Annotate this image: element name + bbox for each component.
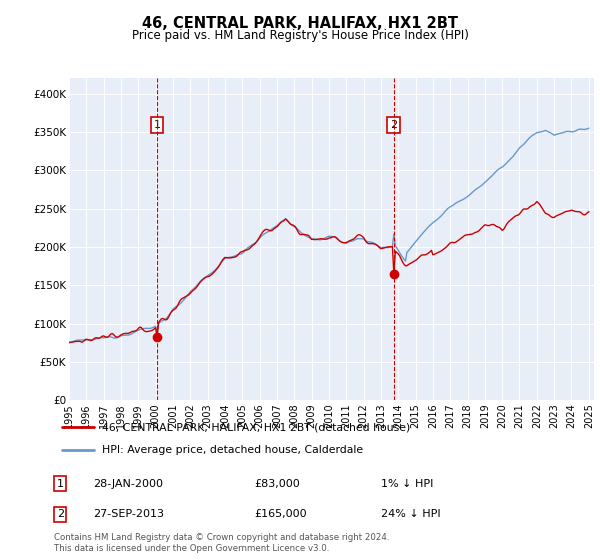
Text: 46, CENTRAL PARK, HALIFAX, HX1 2BT: 46, CENTRAL PARK, HALIFAX, HX1 2BT	[142, 16, 458, 31]
Text: Price paid vs. HM Land Registry's House Price Index (HPI): Price paid vs. HM Land Registry's House …	[131, 29, 469, 42]
Text: 24% ↓ HPI: 24% ↓ HPI	[382, 509, 441, 519]
Text: 46, CENTRAL PARK, HALIFAX, HX1 2BT (detached house): 46, CENTRAL PARK, HALIFAX, HX1 2BT (deta…	[101, 422, 410, 432]
Text: 2: 2	[390, 120, 397, 130]
Text: HPI: Average price, detached house, Calderdale: HPI: Average price, detached house, Cald…	[101, 445, 362, 455]
Text: £83,000: £83,000	[254, 479, 301, 489]
Text: 1: 1	[57, 479, 64, 489]
Text: 27-SEP-2013: 27-SEP-2013	[94, 509, 164, 519]
Text: 2: 2	[57, 509, 64, 519]
Text: £165,000: £165,000	[254, 509, 307, 519]
Text: 28-JAN-2000: 28-JAN-2000	[94, 479, 164, 489]
Text: 1: 1	[154, 120, 160, 130]
Text: 1% ↓ HPI: 1% ↓ HPI	[382, 479, 434, 489]
Text: Contains HM Land Registry data © Crown copyright and database right 2024.
This d: Contains HM Land Registry data © Crown c…	[54, 533, 389, 553]
